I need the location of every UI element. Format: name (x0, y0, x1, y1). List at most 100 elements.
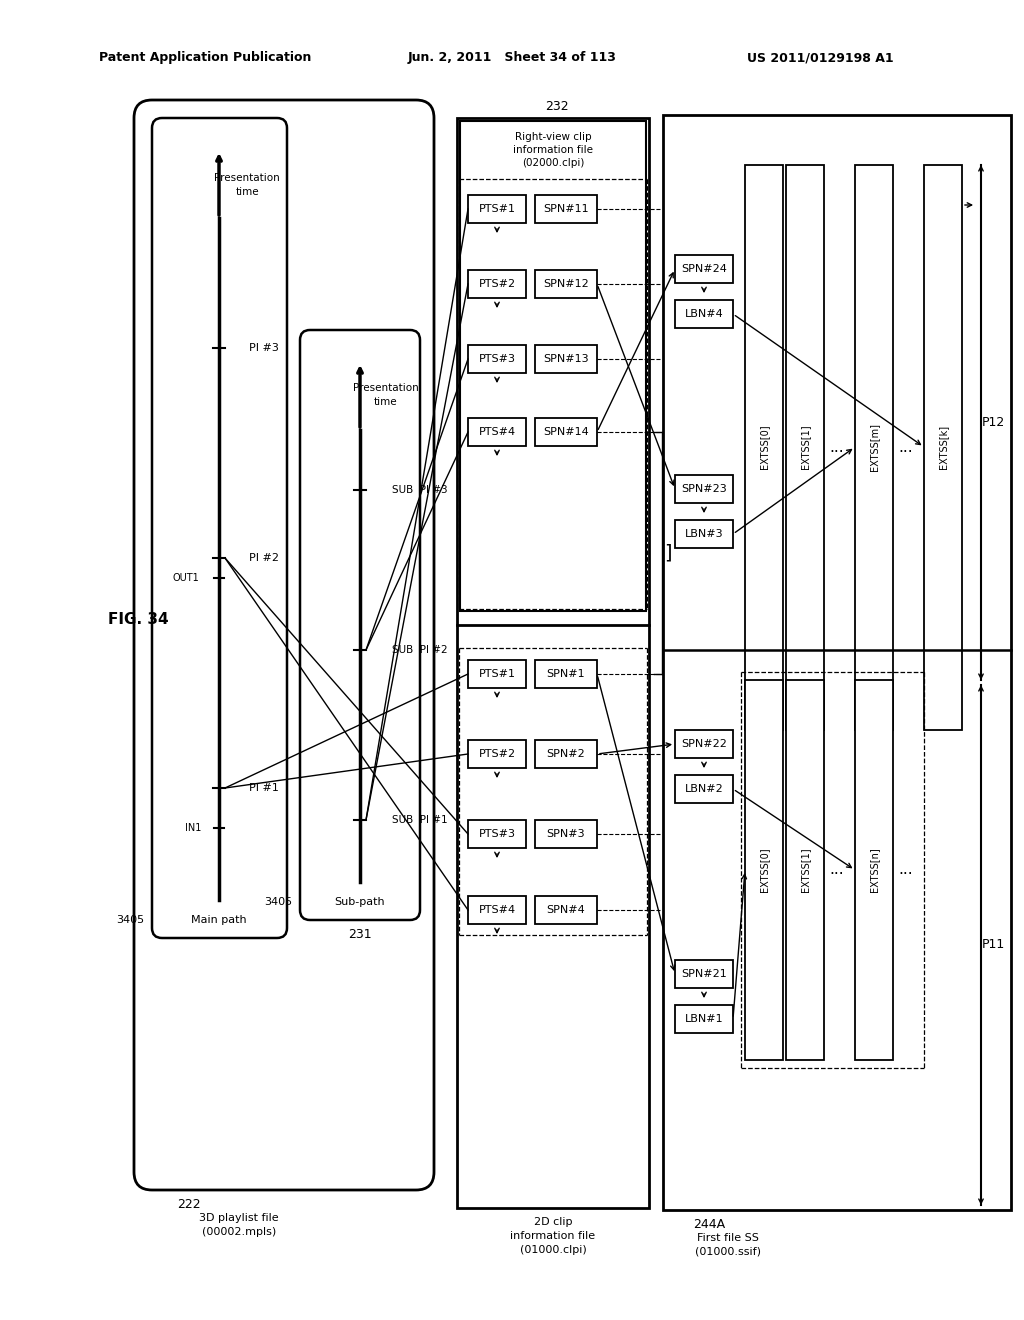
Text: Presentation: Presentation (214, 173, 280, 183)
Text: ...: ... (829, 862, 845, 878)
Text: 3405: 3405 (116, 915, 144, 925)
Text: PTS#2: PTS#2 (478, 279, 515, 289)
Text: PI #3: PI #3 (249, 343, 279, 352)
Text: SPN#13: SPN#13 (543, 354, 589, 364)
Text: 222: 222 (177, 1197, 201, 1210)
Text: SPN#11: SPN#11 (543, 205, 589, 214)
Bar (855, 680, 893, 1060)
Text: P11: P11 (981, 939, 1005, 952)
Text: EXTSS[k]: EXTSS[k] (938, 425, 948, 469)
Text: Patent Application Publication: Patent Application Publication (98, 51, 311, 65)
Text: time: time (374, 397, 397, 407)
Bar (460, 121, 646, 611)
Bar (675, 475, 733, 503)
Bar (468, 195, 526, 223)
Bar (468, 896, 526, 924)
Text: OUT1: OUT1 (172, 573, 199, 583)
Text: SPN#22: SPN#22 (681, 739, 727, 748)
Bar (675, 520, 733, 548)
Text: SPN#23: SPN#23 (681, 484, 727, 494)
Bar (468, 660, 526, 688)
Text: Presentation: Presentation (353, 383, 419, 393)
Bar (745, 165, 783, 730)
Text: PTS#3: PTS#3 (478, 829, 515, 840)
Text: Main path: Main path (191, 915, 247, 925)
Text: EXTSS[0]: EXTSS[0] (759, 425, 769, 470)
Bar (457, 117, 649, 1208)
Text: LBN#4: LBN#4 (685, 309, 723, 319)
Bar (924, 165, 962, 730)
Text: PI #1: PI #1 (249, 783, 279, 793)
Text: PTS#1: PTS#1 (478, 205, 515, 214)
Text: time: time (236, 187, 259, 197)
Bar (468, 820, 526, 847)
Text: First file SS: First file SS (697, 1233, 759, 1243)
Text: EXTSS[m]: EXTSS[m] (869, 422, 879, 471)
Text: Sub-path: Sub-path (335, 898, 385, 907)
FancyBboxPatch shape (134, 100, 434, 1191)
Bar (535, 820, 597, 847)
Text: EXTSS[n]: EXTSS[n] (869, 847, 879, 892)
Text: EXTSS[1]: EXTSS[1] (800, 847, 810, 892)
Bar (745, 680, 783, 1060)
Bar (535, 741, 597, 768)
Bar (468, 345, 526, 374)
Text: 232: 232 (545, 100, 568, 114)
Text: SPN#2: SPN#2 (547, 748, 586, 759)
Bar (675, 960, 733, 987)
Text: ...: ... (899, 440, 913, 454)
Text: SPN#21: SPN#21 (681, 969, 727, 979)
Text: 2D clip: 2D clip (534, 1217, 572, 1228)
FancyBboxPatch shape (152, 117, 287, 939)
Text: (00002.mpls): (00002.mpls) (202, 1228, 276, 1237)
Bar (535, 660, 597, 688)
Bar (535, 896, 597, 924)
Bar (675, 730, 733, 758)
Text: PTS#3: PTS#3 (478, 354, 515, 364)
Bar (675, 775, 733, 803)
Bar (535, 271, 597, 298)
Text: ...: ... (899, 862, 913, 878)
Text: 3D playlist file: 3D playlist file (200, 1213, 279, 1224)
Text: 244A: 244A (693, 1217, 725, 1230)
Bar (468, 271, 526, 298)
Bar (468, 741, 526, 768)
Bar (663, 115, 1011, 1210)
Text: SUB  PI #2: SUB PI #2 (392, 645, 447, 655)
Text: (01000.ssif): (01000.ssif) (695, 1247, 761, 1257)
Text: PTS#2: PTS#2 (478, 748, 515, 759)
Text: (01000.clpi): (01000.clpi) (519, 1245, 587, 1255)
Text: ...: ... (829, 440, 845, 454)
Text: Right-view clip: Right-view clip (515, 132, 591, 143)
Text: 231: 231 (348, 928, 372, 940)
Text: US 2011/0129198 A1: US 2011/0129198 A1 (746, 51, 893, 65)
Text: PTS#4: PTS#4 (478, 906, 515, 915)
Text: SUB  PI #1: SUB PI #1 (392, 814, 447, 825)
Text: EXTSS[0]: EXTSS[0] (759, 847, 769, 892)
Text: (02000.clpi): (02000.clpi) (522, 158, 584, 168)
Text: IN1: IN1 (184, 822, 201, 833)
Text: Jun. 2, 2011   Sheet 34 of 113: Jun. 2, 2011 Sheet 34 of 113 (408, 51, 616, 65)
Bar (675, 1005, 733, 1034)
Bar (535, 195, 597, 223)
Text: LBN#1: LBN#1 (685, 1014, 723, 1024)
Text: SUB  PI #3: SUB PI #3 (392, 484, 447, 495)
Bar (535, 345, 597, 374)
Text: LBN#2: LBN#2 (685, 784, 723, 795)
Bar (675, 300, 733, 327)
Bar (786, 680, 824, 1060)
Text: FIG. 34: FIG. 34 (108, 612, 169, 627)
Text: information file: information file (510, 1232, 596, 1241)
Text: SPN#4: SPN#4 (547, 906, 586, 915)
Bar (675, 255, 733, 282)
Text: EXTSS[1]: EXTSS[1] (800, 425, 810, 470)
Text: SPN#14: SPN#14 (543, 426, 589, 437)
Text: ]: ] (665, 544, 672, 562)
Bar (855, 165, 893, 730)
Bar (786, 165, 824, 730)
Bar (535, 418, 597, 446)
Text: SPN#24: SPN#24 (681, 264, 727, 275)
Text: PTS#1: PTS#1 (478, 669, 515, 678)
Text: SPN#12: SPN#12 (543, 279, 589, 289)
Bar (468, 418, 526, 446)
